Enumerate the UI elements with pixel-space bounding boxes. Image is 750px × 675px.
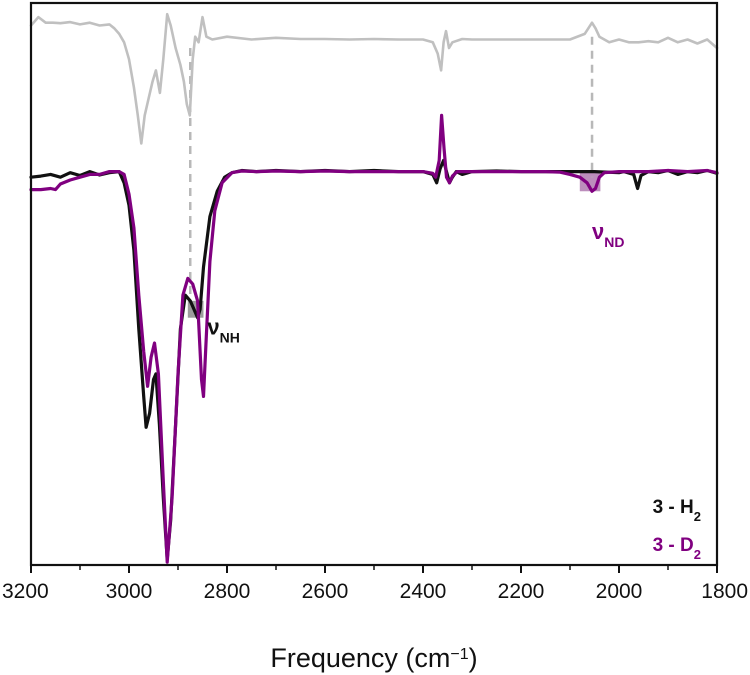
x-tick-label-3000: 3000 (106, 580, 153, 603)
x-tick-label-2000: 2000 (596, 580, 643, 603)
guide-lines (189, 36, 594, 301)
x-tick-label-3200: 3200 (2, 580, 49, 603)
shaded-regions (187, 171, 601, 318)
x-tick-label-2200: 2200 (498, 580, 545, 603)
x-axis-title-text: Frequency (cm (270, 643, 450, 673)
annotation-symbol: ν (592, 219, 604, 244)
legend-label-h2-subscript: 2 (694, 509, 701, 524)
legend-label-d2: 3 - D (653, 535, 694, 556)
spectrum-series (29, 12, 719, 564)
x-tick-label-2800: 2800 (204, 580, 251, 603)
legend-label-h2: 3 - H (653, 497, 694, 518)
x-tick-label-1800: 1800 (701, 580, 748, 603)
x-axis-title-close: ) (469, 643, 478, 673)
legend-entry-h2: 3 - H2 (653, 497, 701, 524)
annotation-nh: νNH (207, 315, 239, 346)
series-line-d2 (29, 113, 719, 564)
legend-entry-d2: 3 - D2 (653, 535, 701, 562)
x-axis-ticks: 3200 3000 2800 2600 2400 2200 2000 1800 (2, 565, 748, 603)
annotation-symbol: ν (207, 315, 219, 340)
x-tick-label-2400: 2400 (400, 580, 447, 603)
x-tick-label-2600: 2600 (302, 580, 349, 603)
annotation-nd: νND (592, 219, 624, 250)
legend-label-d2-subscript: 2 (694, 547, 701, 562)
annotation-subscript: ND (604, 234, 624, 250)
x-axis-title-superscript: −1 (450, 646, 468, 663)
x-axis-title: Frequency (cm−1) (270, 643, 477, 673)
legend: 3 - H2 3 - D2 (653, 497, 701, 562)
annotation-subscript: NH (220, 330, 240, 346)
series-line-reference (29, 12, 719, 145)
